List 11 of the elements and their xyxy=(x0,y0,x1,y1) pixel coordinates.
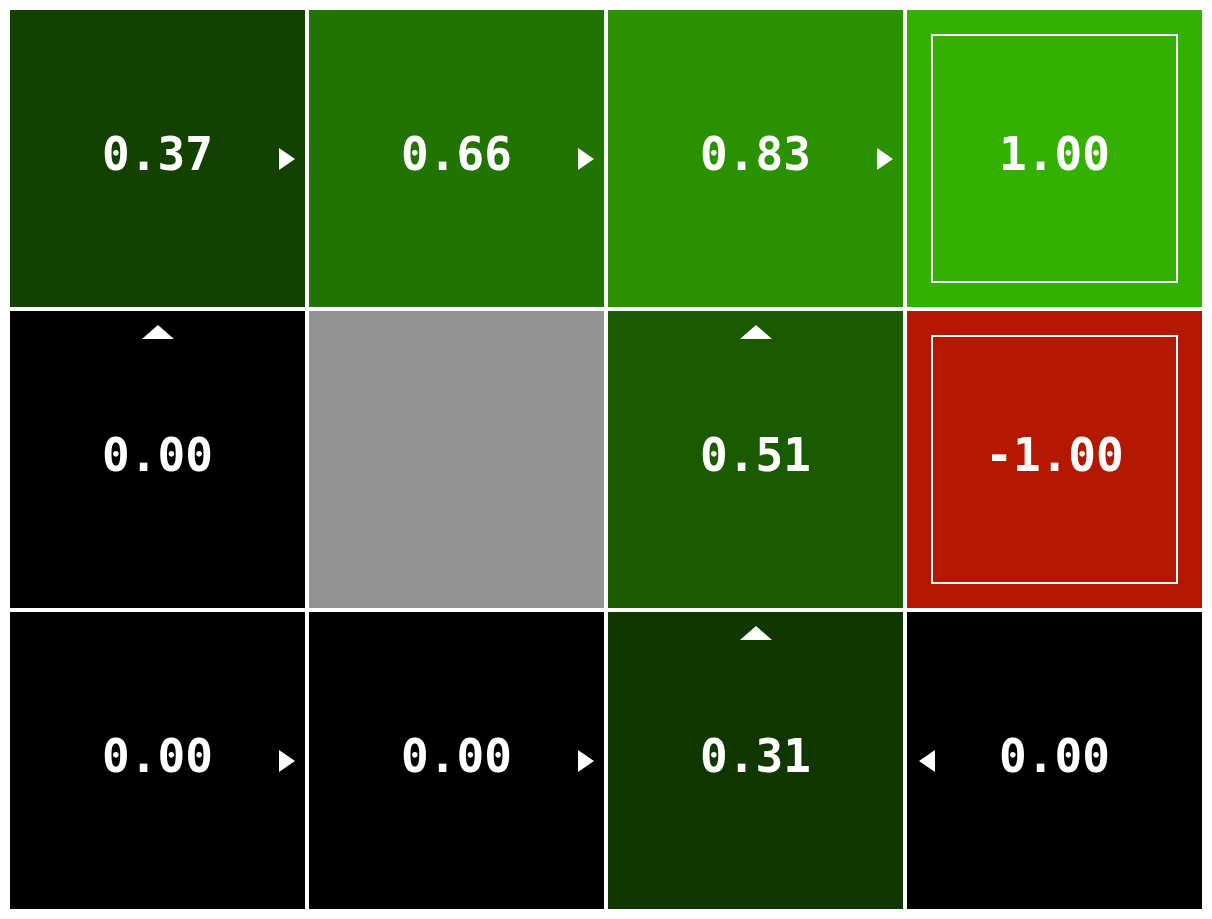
data-label: 0.66 xyxy=(401,127,512,182)
data-label: 0.00 xyxy=(102,428,213,483)
data-label: 1.00 xyxy=(999,127,1110,182)
data-label: 0.00 xyxy=(401,729,512,784)
data-label: -1.00 xyxy=(985,428,1124,483)
data-label: 0.00 xyxy=(102,729,213,784)
data-label: 0.31 xyxy=(700,729,811,784)
data-label: 0.37 xyxy=(102,127,213,182)
data-label: 0.51 xyxy=(700,428,811,483)
data-label: 0.83 xyxy=(700,127,811,182)
data-label: 0.00 xyxy=(999,729,1110,784)
